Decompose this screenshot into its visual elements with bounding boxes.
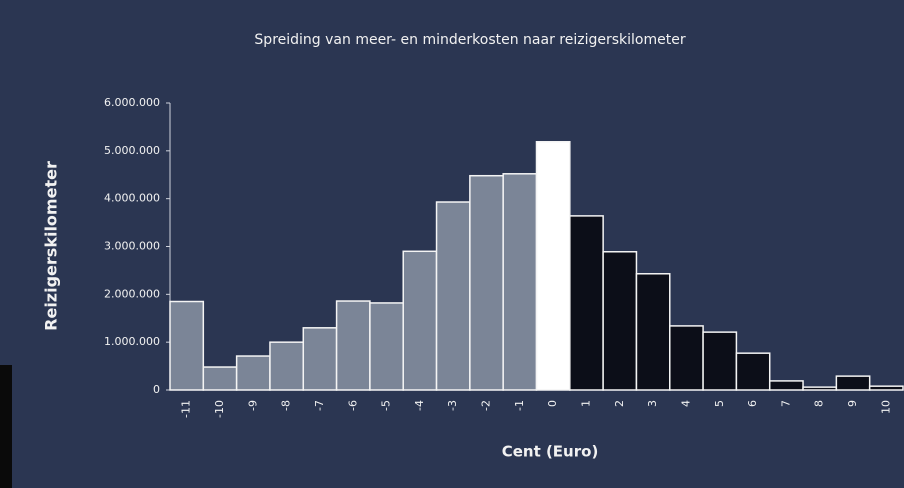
- x-axis-label: Cent (Euro): [502, 443, 599, 461]
- x-tick-label: 4: [679, 400, 692, 407]
- x-tick-label: 1: [579, 400, 592, 407]
- x-tick-label: 3: [646, 400, 659, 407]
- bar: [669, 325, 704, 391]
- y-tick-label: 6.000.000: [104, 96, 160, 109]
- bar: [835, 375, 871, 391]
- bar: [402, 250, 438, 391]
- chart-title: Spreiding van meer- en minderkosten naar…: [254, 32, 685, 48]
- x-tick-label: 8: [813, 400, 826, 407]
- bar: [235, 355, 271, 391]
- x-tick-label: -3: [446, 400, 459, 411]
- y-tick-label: 2.000.000: [104, 287, 160, 300]
- edge-strip: [0, 365, 12, 488]
- x-tick-label: 5: [713, 400, 726, 407]
- x-tick-label: 0: [546, 400, 559, 407]
- bar: [469, 174, 504, 391]
- bar: [635, 273, 671, 391]
- bar: [269, 341, 305, 391]
- x-tick-label: -2: [480, 400, 493, 411]
- x-tick-label: 2: [613, 400, 626, 407]
- y-axis-label: Reizigerskilometer: [42, 161, 61, 331]
- y-tick-label: 3.000.000: [104, 240, 160, 253]
- x-tick-label: -9: [246, 400, 259, 411]
- x-tick-label: -10: [213, 400, 226, 418]
- x-tick-label: -5: [380, 400, 393, 411]
- bar: [802, 386, 838, 391]
- x-tick-label: -8: [280, 400, 293, 411]
- bar: [768, 380, 804, 391]
- x-tick-label: 9: [846, 400, 859, 407]
- bar: [435, 201, 471, 391]
- x-tick-label: -11: [180, 400, 193, 418]
- bar: [868, 385, 904, 391]
- bar: [369, 302, 404, 391]
- y-tick-label: 1.000.000: [104, 335, 160, 348]
- bar: [502, 173, 538, 391]
- y-tick-label: 0: [153, 383, 160, 396]
- bar: [169, 300, 205, 391]
- bar: [702, 331, 738, 391]
- bar: [202, 366, 238, 391]
- x-tick-label: 6: [746, 400, 759, 407]
- x-tick-label: -7: [313, 400, 326, 411]
- y-tick-label: 5.000.000: [104, 144, 160, 157]
- bar: [302, 327, 338, 391]
- x-tick-label: -1: [513, 400, 526, 411]
- bar: [569, 215, 604, 391]
- x-tick-label: -4: [413, 400, 426, 411]
- x-tick-label: 7: [779, 400, 792, 407]
- bar: [535, 140, 571, 391]
- bar: [335, 300, 371, 391]
- x-tick-label: 10: [879, 400, 892, 414]
- x-tick-label: -6: [346, 400, 359, 411]
- y-tick-label: 4.000.000: [104, 192, 160, 205]
- bar: [735, 352, 771, 391]
- bar: [602, 251, 638, 391]
